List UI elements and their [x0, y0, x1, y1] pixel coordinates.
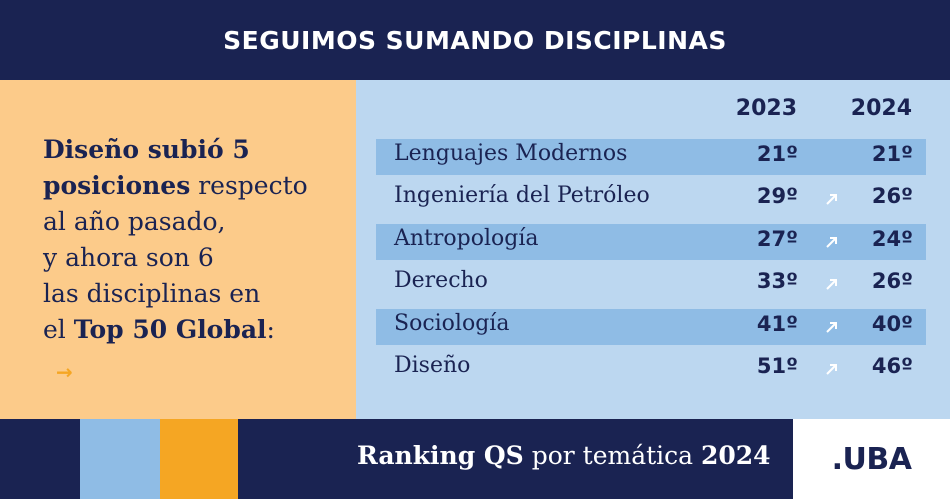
- header-banner: SEGUIMOS SUMANDO DISCIPLINAS: [0, 0, 950, 80]
- arrow-up-right-icon: [826, 322, 837, 333]
- rank-2023: 33º: [756, 269, 798, 293]
- rank-2024: 40º: [871, 312, 913, 336]
- intro-line-5: las disciplinas en: [43, 279, 261, 308]
- footer-bold-start: Ranking QS: [357, 441, 524, 470]
- arrow-up-right-icon: [826, 364, 837, 375]
- discipline-name: Sociología: [394, 311, 510, 336]
- rank-2024: 26º: [871, 269, 913, 293]
- rank-2023: 27º: [756, 227, 798, 251]
- decorative-orange-block: [160, 419, 238, 499]
- rank-2024: 21º: [871, 142, 913, 166]
- uba-logo: .UBA: [831, 441, 912, 477]
- discipline-name: Diseño: [394, 353, 471, 378]
- arrow-right-icon: →: [56, 360, 73, 384]
- table-row: Sociología 41º 40º: [376, 309, 926, 345]
- ranking-table: 2023 2024 Lenguajes Modernos 21º 21º Ing…: [356, 80, 950, 419]
- intro-text-1: respecto: [190, 171, 308, 200]
- arrow-up-right-icon: [826, 279, 837, 290]
- column-header-2024: 2024: [850, 96, 912, 121]
- intro-line-6-suffix: :: [266, 315, 275, 344]
- intro-line-6-bold: Top 50 Global: [73, 315, 267, 344]
- intro-bold-1: Diseño subió 5: [43, 135, 250, 164]
- table-row: Ingeniería del Petróleo 29º 26º: [376, 181, 926, 217]
- intro-line-6-prefix: el: [43, 315, 74, 344]
- table-row: Antropología 27º 24º: [376, 224, 926, 260]
- discipline-name: Ingeniería del Petróleo: [394, 183, 650, 208]
- footer-bar: Ranking QS por temática 2024 .UBA: [0, 419, 950, 499]
- footer-caption: Ranking QS por temática 2024: [357, 441, 771, 470]
- page-title: SEGUIMOS SUMANDO DISCIPLINAS: [223, 25, 727, 55]
- intro-line-3: al año pasado,: [43, 207, 226, 236]
- rank-2023: 21º: [756, 142, 798, 166]
- intro-text: Diseño subió 5 posiciones respecto al añ…: [43, 132, 343, 348]
- table-row: Diseño 51º 46º: [376, 351, 926, 387]
- intro-panel: Diseño subió 5 posiciones respecto al añ…: [0, 80, 356, 419]
- rank-2023: 41º: [756, 312, 798, 336]
- decorative-blue-block: [80, 419, 160, 499]
- rank-2024: 26º: [871, 184, 913, 208]
- rank-2023: 51º: [756, 354, 798, 378]
- table-row: Lenguajes Modernos 21º 21º: [376, 139, 926, 175]
- rank-2024: 46º: [871, 354, 913, 378]
- intro-line-4: y ahora son 6: [43, 243, 214, 272]
- discipline-name: Antropología: [394, 226, 539, 251]
- table-row: Derecho 33º 26º: [376, 266, 926, 302]
- arrow-up-right-icon: [826, 237, 837, 248]
- footer-bold-end: 2024: [701, 441, 771, 470]
- arrow-up-right-icon: [826, 194, 837, 205]
- rank-2023: 29º: [756, 184, 798, 208]
- discipline-name: Derecho: [394, 268, 488, 293]
- logo-box: .UBA: [793, 419, 950, 499]
- intro-bold-2: posiciones: [43, 171, 191, 200]
- column-header-2023: 2023: [735, 96, 797, 121]
- footer-middle: por temática: [523, 441, 701, 470]
- discipline-name: Lenguajes Modernos: [394, 141, 628, 166]
- rank-2024: 24º: [871, 227, 913, 251]
